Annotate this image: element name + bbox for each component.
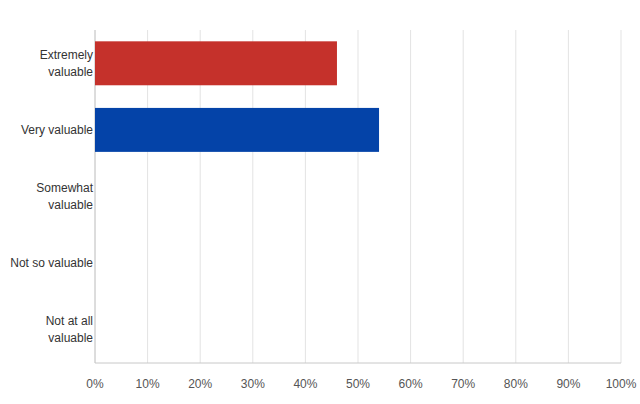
bar xyxy=(95,175,96,219)
tick-label: 80% xyxy=(504,377,528,391)
bar xyxy=(95,241,96,285)
tick-label: 60% xyxy=(399,377,423,391)
category-label: Somewhatvaluable xyxy=(36,181,93,212)
grid-line xyxy=(463,30,464,363)
tick-label: 0% xyxy=(86,377,104,391)
category-label: Not so valuable xyxy=(10,256,93,270)
grid-line xyxy=(621,30,622,363)
grid-line xyxy=(568,30,569,363)
chart-svg: 0% 10% 20% 30% 40% 50% 60% 70% 80% 90% 100% Extreme… xyxy=(0,0,640,404)
x-axis-line xyxy=(95,363,621,364)
category-label: Very valuable xyxy=(21,123,93,137)
bar xyxy=(95,41,337,85)
category-label: Not at allvaluable xyxy=(46,314,94,345)
tick-label: 30% xyxy=(241,377,265,391)
bar xyxy=(95,308,96,352)
category-label: Extremelyvaluable xyxy=(40,48,94,79)
grid-line xyxy=(358,30,359,363)
grid-line xyxy=(410,30,411,363)
tick-label: 70% xyxy=(451,377,475,391)
tick-label: 40% xyxy=(293,377,317,391)
tick-label: 100% xyxy=(606,377,637,391)
tick-label: 50% xyxy=(346,377,370,391)
bars xyxy=(95,41,379,152)
tick-label: 90% xyxy=(556,377,580,391)
chart-container: 0% 10% 20% 30% 40% 50% 60% 70% 80% 90% 100% Extreme… xyxy=(0,0,640,404)
grid-line xyxy=(515,30,516,363)
tick-label: 20% xyxy=(188,377,212,391)
tick-label: 10% xyxy=(136,377,160,391)
bar xyxy=(95,108,379,152)
